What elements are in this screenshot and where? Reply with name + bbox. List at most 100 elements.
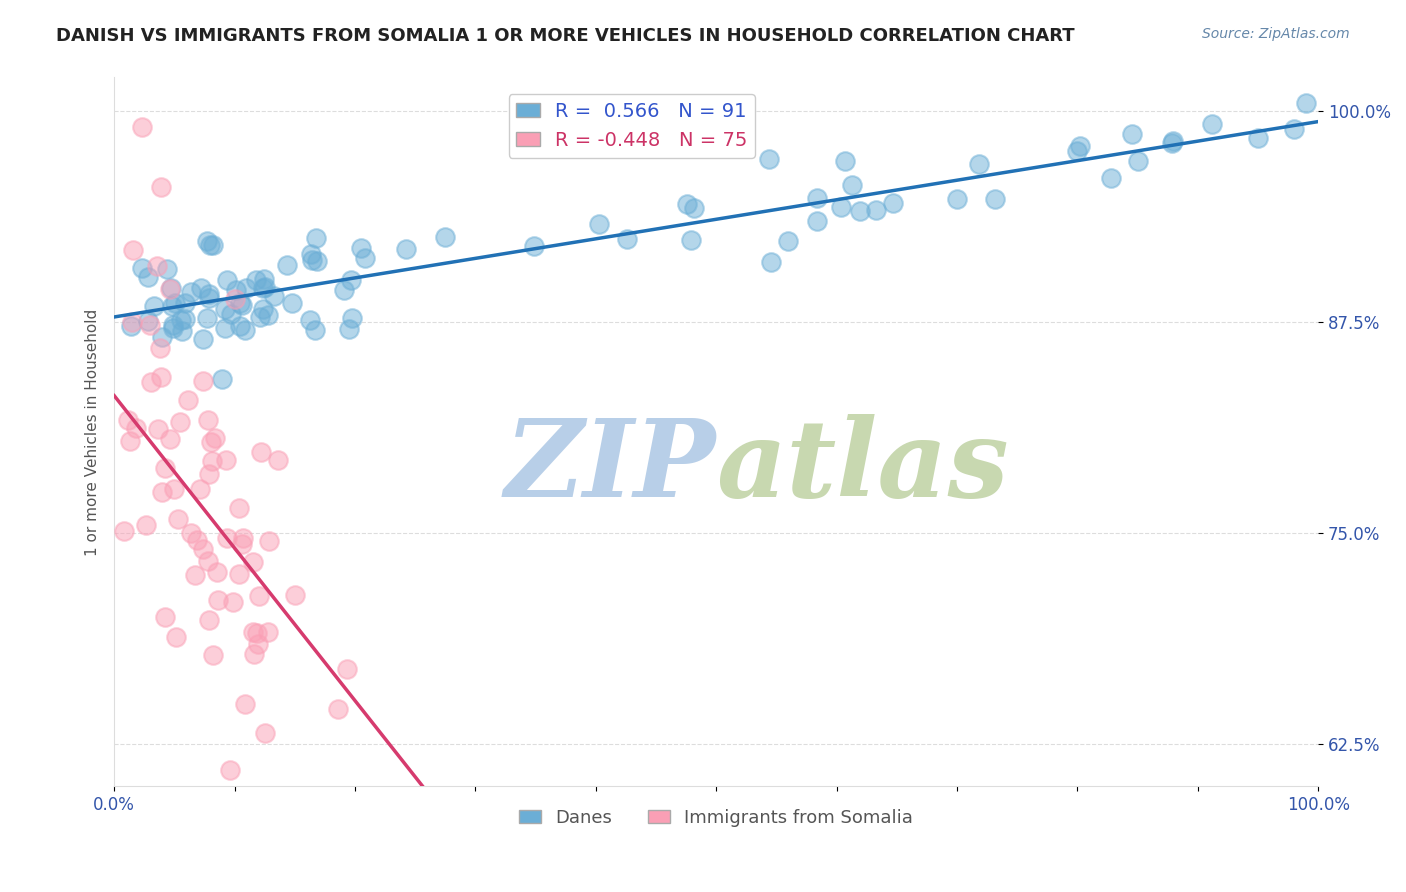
Point [235,281,257,295]
Point [195,234,218,248]
Point [219,307,242,321]
Point [323,863,346,878]
Point [162,318,184,332]
Point [165,295,187,310]
Point [149,370,172,384]
Point [384,863,406,878]
Point [118,434,141,449]
Point [225,283,247,297]
Point [198,613,221,627]
Text: atlas: atlas [716,415,1010,520]
Point [229,296,252,310]
Point [967,157,990,171]
Point [149,341,172,355]
Point [190,280,212,294]
Point [150,180,173,194]
Point [1282,121,1305,136]
Point [267,453,290,467]
Point [1121,127,1143,141]
Point [233,323,256,337]
Text: Source: ZipAtlas.com: Source: ZipAtlas.com [1202,27,1350,41]
Point [243,647,266,661]
Point [579,863,602,878]
Point [304,323,326,337]
Point [146,259,169,273]
Point [761,255,783,269]
Point [245,273,267,287]
Point [136,269,159,284]
Point [1066,145,1088,159]
Point [395,242,418,256]
Point [236,848,259,863]
Point [298,313,321,327]
Point [167,512,190,526]
Point [254,279,277,293]
Point [849,204,872,219]
Point [246,637,269,651]
Point [249,444,271,458]
Point [186,533,208,547]
Point [263,288,285,302]
Point [326,702,349,716]
Point [221,594,243,608]
Point [283,588,305,602]
Point [197,554,219,568]
Point [332,284,354,298]
Point [1201,117,1223,131]
Point [122,244,145,258]
Point [305,254,328,268]
Point [224,292,246,306]
Point [523,239,546,253]
Point [228,319,250,334]
Legend: Danes, Immigrants from Somalia: Danes, Immigrants from Somalia [512,802,921,834]
Point [1126,154,1149,169]
Point [336,662,359,676]
Point [200,434,222,449]
Point [125,420,148,434]
Point [242,624,264,639]
Point [131,261,153,276]
Point [214,321,236,335]
Point [201,454,224,468]
Point [218,841,240,855]
Point [246,625,269,640]
Point [174,295,197,310]
Point [233,698,256,712]
Point [242,555,264,569]
Point [160,300,183,314]
Point [217,273,239,287]
Point [865,203,887,218]
Point [211,372,233,386]
Point [561,863,583,878]
Point [201,237,224,252]
Point [159,281,181,295]
Point [299,247,322,261]
Point [337,322,360,336]
Point [121,315,143,329]
Point [215,532,238,546]
Point [1247,131,1270,145]
Point [946,192,969,206]
Point [340,311,363,326]
Point [834,153,856,168]
Point [150,485,173,500]
Text: DANISH VS IMMIGRANTS FROM SOMALIA 1 OR MORE VEHICLES IN HOUSEHOLD CORRELATION CH: DANISH VS IMMIGRANTS FROM SOMALIA 1 OR M… [56,27,1074,45]
Point [257,308,280,322]
Point [207,565,229,579]
Point [841,178,863,192]
Point [679,233,702,247]
Point [117,413,139,427]
Text: ZIP: ZIP [505,415,716,520]
Point [159,432,181,446]
Point [170,313,193,327]
Point [163,483,186,497]
Point [170,324,193,338]
Point [305,231,328,245]
Point [253,272,276,286]
Point [252,280,274,294]
Point [259,534,281,549]
Point [131,120,153,134]
Point [675,197,697,211]
Point [419,863,441,878]
Point [120,319,142,334]
